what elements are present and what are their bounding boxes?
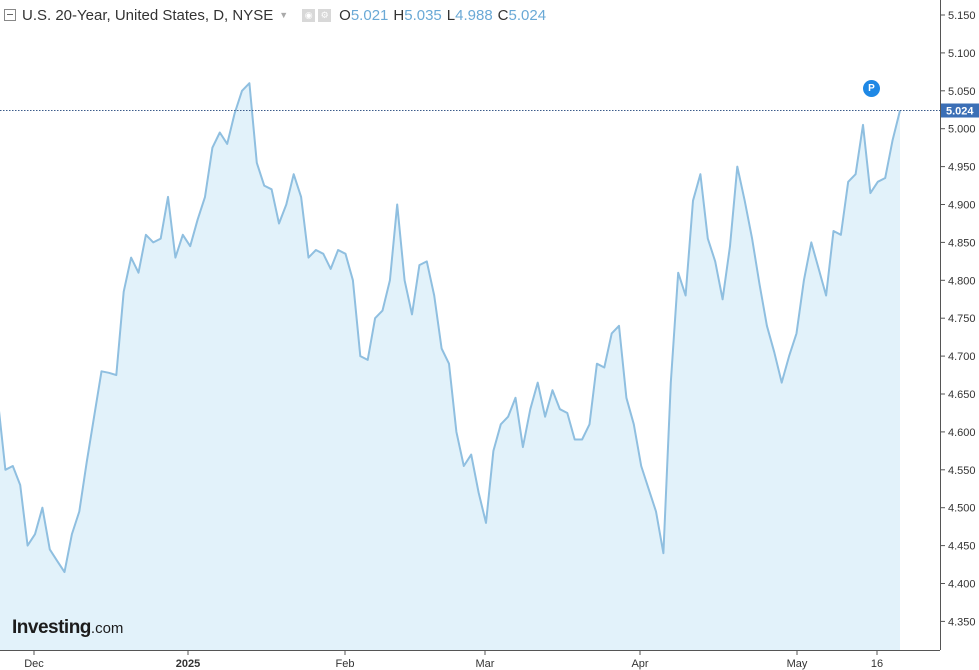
collapse-icon[interactable] (4, 9, 16, 21)
close-value: 5.024 (508, 6, 547, 24)
chart-header: U.S. 20-Year, United States, D, NYSE ▼ ◉… (4, 5, 546, 25)
current-price-tag: 5.024 (941, 103, 979, 118)
x-tick-label: 2025 (176, 658, 200, 670)
y-tick-label: 5.000 (948, 124, 976, 136)
high-value: 5.035 (404, 6, 442, 24)
y-tick-label: 4.450 (948, 541, 976, 553)
y-tick-label: 5.050 (948, 86, 976, 98)
logo-suffix: .com (90, 620, 124, 637)
x-tick-label: Feb (336, 658, 355, 670)
open-label: O (339, 6, 351, 24)
y-tick-label: 4.600 (948, 427, 976, 439)
series-area (0, 83, 900, 650)
settings-icon[interactable]: ⚙ (318, 8, 332, 22)
low-value: 4.988 (455, 6, 493, 24)
high-label: H (393, 6, 405, 24)
y-tick-label: 4.950 (948, 162, 976, 174)
logo-brand: Investing (12, 617, 91, 638)
x-tick-label: Mar (476, 658, 495, 670)
y-tick-label: 4.800 (948, 275, 976, 287)
price-marker-badge[interactable]: P (863, 80, 880, 97)
y-tick-label: 4.550 (948, 465, 976, 477)
low-label: L (446, 6, 456, 24)
plot-area (0, 82, 940, 650)
open-value: 5.021 (350, 6, 389, 24)
x-tick-label: Dec (24, 658, 44, 670)
y-tick-label: 4.650 (948, 389, 976, 401)
x-tick-label: 16 (871, 658, 883, 670)
x-tick-label: May (787, 658, 808, 670)
price-tag-label: 5.024 (946, 106, 974, 118)
eye-icon[interactable]: ◉ (302, 8, 316, 22)
y-tick-label: 5.100 (948, 48, 976, 60)
y-tick-label: 4.700 (948, 351, 976, 363)
y-tick-label: 4.500 (948, 503, 976, 515)
chevron-down-icon[interactable]: ▼ (279, 10, 289, 20)
y-tick-label: 4.750 (948, 313, 976, 325)
series-line (0, 82, 901, 574)
y-tick-label: 4.350 (948, 616, 976, 628)
y-tick-label: 5.150 (948, 10, 976, 22)
y-tick-label: 4.850 (948, 237, 976, 249)
chart-title: U.S. 20-Year, United States, D, NYSE (22, 6, 274, 24)
close-label: C (497, 6, 509, 24)
y-tick-label: 4.400 (948, 579, 976, 591)
y-tick-label: 4.900 (948, 200, 976, 212)
x-tick-label: Apr (631, 658, 648, 670)
price-tag-background (941, 103, 979, 118)
investing-logo: Investing.com (12, 617, 123, 639)
